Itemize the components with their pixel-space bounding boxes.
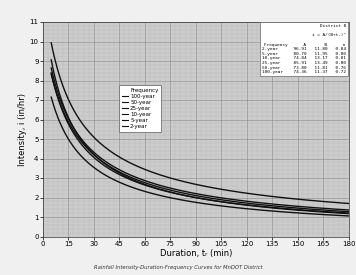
Text: District 8

i = A/(B+tᵣ)ⁿ

Frequency      A       B      n
2-year      96.91   1: District 8 i = A/(B+tᵣ)ⁿ Frequency A B n… [262,24,346,74]
Legend: Frequency, 100-year, 50-year, 25-year, 10-year, 5-year, 2-year: Frequency, 100-year, 50-year, 25-year, 1… [119,85,161,132]
Y-axis label: Intensity, i (in/hr): Intensity, i (in/hr) [18,93,27,166]
X-axis label: Duration, tᵣ (min): Duration, tᵣ (min) [159,249,232,258]
Text: Rainfall Intensity-Duration-Frequency Curves for MnDOT District: Rainfall Intensity-Duration-Frequency Cu… [94,265,262,270]
